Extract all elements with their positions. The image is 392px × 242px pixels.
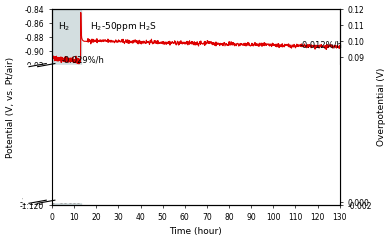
X-axis label: Time (hour): Time (hour) (169, 227, 222, 236)
Bar (52, 65, 340, 202)
Y-axis label: Overpotential (V): Overpotential (V) (377, 68, 387, 146)
Y-axis label: Potential (V, vs. Pt/air): Potential (V, vs. Pt/air) (5, 57, 15, 158)
Text: -0.012%/h: -0.012%/h (300, 41, 343, 50)
Text: -0.029%/h: -0.029%/h (62, 56, 105, 65)
Bar (23, 65, 52, 202)
Text: H$_2$: H$_2$ (58, 20, 70, 33)
Legend: OCV, 0.2 A/cm$^2$ (fuel cell): OCV, 0.2 A/cm$^2$ (fuel cell) (208, 167, 310, 197)
Text: H$_2$-50ppm H$_2$S: H$_2$-50ppm H$_2$S (90, 20, 157, 33)
Bar (52, 9, 81, 205)
